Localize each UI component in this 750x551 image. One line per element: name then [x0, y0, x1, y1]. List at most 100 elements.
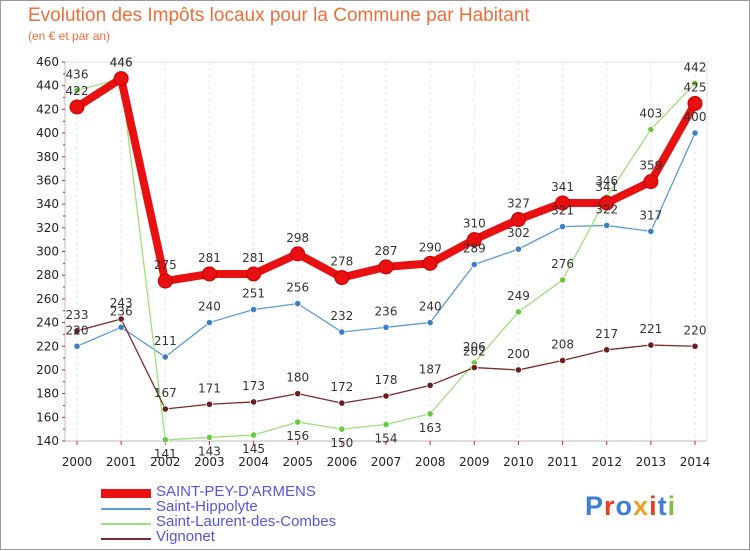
data-point [161, 353, 169, 361]
data-label: 156 [286, 429, 309, 443]
x-tick-label: 2010 [503, 455, 534, 469]
y-tick-label: 160 [36, 410, 59, 424]
data-point [466, 232, 482, 248]
data-label: 178 [375, 373, 398, 387]
data-label: 310 [463, 217, 486, 231]
data-point [249, 398, 258, 406]
y-tick-label: 400 [36, 126, 59, 140]
data-label: 220 [66, 323, 89, 337]
legend-label: SAINT-PEY-D'ARMENS [156, 483, 316, 500]
y-tick-label: 420 [36, 102, 59, 116]
data-point [422, 255, 438, 271]
x-tick-label: 2008 [415, 455, 446, 469]
data-label: 446 [110, 56, 133, 70]
data-label: 163 [419, 421, 442, 435]
data-point [246, 266, 262, 282]
y-tick-label: 260 [36, 292, 59, 306]
logo-letter: o [615, 491, 634, 521]
legend-label: Vignonet [156, 528, 215, 545]
data-point [338, 399, 346, 407]
data-point [161, 405, 169, 413]
data-label: 240 [198, 300, 221, 314]
data-label: 322 [595, 202, 618, 216]
data-point [294, 300, 302, 308]
data-point [643, 174, 659, 190]
data-label: 236 [110, 304, 133, 318]
data-label: 217 [595, 327, 618, 341]
logo-letter: i [667, 491, 677, 521]
data-label: 143 [198, 444, 221, 458]
data-label: 442 [684, 60, 707, 74]
data-label: 249 [507, 289, 530, 303]
data-point [470, 260, 478, 269]
chart-subtitle: (en € et par an) [28, 29, 111, 43]
data-label: 287 [375, 244, 398, 258]
x-tick-label: 2001 [106, 455, 137, 469]
data-point [290, 246, 306, 262]
data-point [73, 86, 81, 95]
data-label: 145 [242, 442, 265, 456]
logo-letter: P [585, 491, 605, 521]
x-tick-label: 2006 [327, 455, 358, 469]
data-point [205, 318, 214, 327]
x-tick-label: 2011 [547, 455, 578, 469]
data-label: 220 [684, 323, 707, 337]
x-tick-label: 2009 [459, 455, 490, 469]
data-label: 341 [551, 180, 574, 194]
data-point [603, 221, 611, 230]
data-label: 154 [375, 431, 398, 445]
data-point [73, 342, 81, 350]
data-point [514, 245, 523, 253]
data-point [555, 195, 571, 211]
y-tick-label: 360 [36, 173, 59, 187]
data-point [691, 79, 699, 87]
data-label: 202 [463, 345, 486, 359]
data-point [378, 259, 394, 275]
data-label: 172 [330, 380, 353, 394]
data-point [157, 273, 173, 289]
legend-swatch [101, 538, 151, 540]
x-tick-label: 2000 [62, 455, 93, 469]
data-point [69, 99, 85, 115]
legend-swatch [101, 489, 151, 498]
data-point [201, 266, 217, 282]
data-point [338, 328, 346, 336]
data-point [647, 125, 655, 134]
data-point [510, 212, 526, 228]
data-label: 173 [242, 379, 265, 393]
data-point [603, 346, 611, 354]
y-tick-label: 340 [36, 197, 59, 211]
data-label: 211 [154, 334, 177, 348]
legend-label: Saint-Hippolyte [156, 498, 258, 515]
data-label: 327 [507, 197, 530, 211]
data-label: 180 [286, 371, 309, 385]
data-point [558, 276, 567, 284]
data-label: 400 [684, 110, 707, 124]
data-label: 302 [507, 226, 530, 240]
legend-swatch [101, 508, 151, 510]
data-label: 167 [154, 386, 177, 400]
x-tick-label: 2002 [150, 455, 181, 469]
data-label: 403 [639, 107, 662, 121]
data-label: 256 [286, 281, 309, 295]
data-label: 425 [684, 80, 707, 94]
x-tick-label: 2014 [680, 455, 711, 469]
y-tick-label: 440 [36, 79, 59, 93]
data-point [691, 129, 699, 137]
series-lines [69, 71, 703, 444]
logo-letter: r [604, 491, 616, 521]
data-point [514, 308, 523, 316]
data-label: 359 [639, 159, 662, 173]
data-label: 232 [330, 309, 353, 323]
y-tick-label: 300 [36, 245, 59, 259]
logo-letter: i [649, 491, 658, 521]
data-point [514, 366, 523, 374]
data-label: 281 [198, 251, 221, 265]
data-point [382, 420, 390, 429]
data-label: 236 [375, 304, 398, 318]
data-label: 233 [66, 308, 89, 322]
legend-label: Saint-Laurent-des-Combes [156, 513, 337, 530]
y-tick-label: 180 [36, 387, 59, 401]
